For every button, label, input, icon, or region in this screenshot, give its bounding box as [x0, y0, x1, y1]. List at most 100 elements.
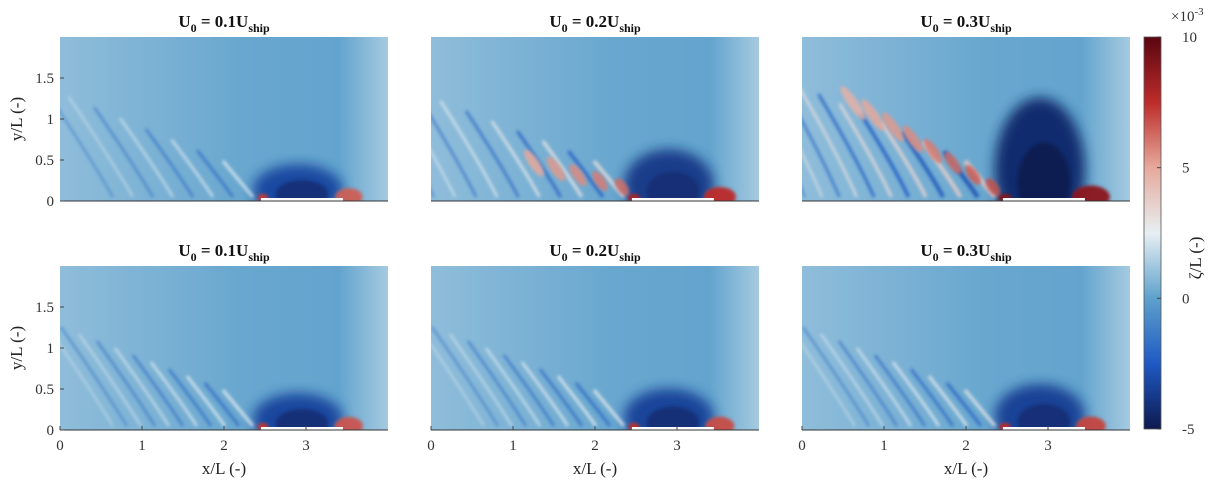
crest-blob — [923, 138, 943, 164]
crest-blob — [614, 178, 629, 196]
wave-streak — [891, 361, 940, 427]
panel-title: U0 = 0.1Uship — [178, 241, 270, 264]
wave-streak — [221, 160, 254, 198]
trough-core — [646, 406, 700, 430]
crest-blob — [965, 165, 981, 185]
wave-streak — [96, 340, 156, 427]
wave-streak — [60, 110, 114, 198]
wave-streak — [900, 131, 945, 198]
panel-title: U0 = 0.3Uship — [920, 12, 1012, 35]
x-tick-label: 1 — [138, 438, 146, 454]
wave-streak — [439, 100, 499, 198]
wave-streak — [820, 333, 884, 427]
wave-streak — [556, 375, 598, 427]
panel-title: U0 = 0.1Uship — [178, 12, 270, 35]
x-tick-label: 2 — [220, 438, 228, 454]
crest-blob — [985, 178, 1000, 196]
crest-blob — [840, 85, 866, 121]
panel-6: U0 = 0.3Uship 0 1 2 3 x/L (-) — [798, 241, 1130, 478]
heatmap-features — [431, 100, 736, 201]
hull — [260, 427, 343, 430]
colorbar-label: ζ/L (-) — [1186, 237, 1205, 280]
wave-streak — [203, 382, 241, 427]
crest-blob — [902, 125, 923, 153]
heatmap-features — [60, 96, 363, 201]
crest-blob — [944, 151, 962, 175]
wave-streak — [520, 361, 569, 427]
panel-1: U0 = 0.1Uship 0 0.5 1 1.5 y/L (-) — [7, 12, 388, 210]
wave-streak — [149, 361, 198, 427]
wave-streak — [838, 340, 898, 427]
x-tick-label: 3 — [302, 438, 310, 454]
x-axis-label: x/L (-) — [944, 459, 988, 478]
x-tick-label: 0 — [56, 438, 64, 454]
heatmap-field — [60, 266, 388, 430]
x-axis-label: x/L (-) — [202, 459, 246, 478]
wave-streak — [221, 389, 255, 427]
wave-streak — [873, 354, 926, 427]
bow-crest — [335, 188, 363, 201]
y-tick-label: 0.5 — [35, 153, 54, 169]
wave-streak — [485, 347, 541, 427]
panel-title: U0 = 0.2Uship — [549, 12, 641, 35]
wave-streak — [167, 368, 212, 427]
heatmap-field — [60, 37, 388, 201]
wave-streak — [802, 343, 856, 427]
colorbar-tick-label: 0 — [1182, 291, 1190, 307]
y-tick-label: 0.5 — [35, 382, 54, 398]
panel-2: U0 = 0.2Uship — [431, 12, 759, 202]
wave-streak — [909, 368, 955, 427]
crest-blob — [592, 171, 608, 191]
x-tick-label: 3 — [673, 438, 681, 454]
x-axis-label: x/L (-) — [573, 459, 617, 478]
heatmap-features — [802, 85, 1110, 201]
wave-streak — [516, 130, 562, 198]
x-tick-label: 0 — [427, 438, 435, 454]
wave-streak — [879, 121, 928, 198]
panels: U0 = 0.1Uship 0 0.5 1 1.5 y/L (-) U0 = 0.2Ushi… — [7, 12, 1130, 478]
panel-title: U0 = 0.3Uship — [920, 241, 1012, 264]
x-tick-label: 0 — [798, 438, 806, 454]
wave-streak — [802, 89, 858, 198]
wave-streak — [196, 149, 234, 198]
crest-blob — [861, 99, 885, 131]
hull — [260, 198, 343, 201]
y-tick-label: 1.5 — [35, 71, 54, 87]
panel-4: U0 = 0.1Uship 0 0.5 1 1.5 y/L (-) 0 1 2 3 x/L (-) — [7, 241, 388, 478]
x-tick-label: 2 — [962, 438, 970, 454]
wave-streak — [574, 382, 612, 427]
crest-blob — [569, 163, 587, 187]
crest-blob — [882, 112, 904, 142]
y-tick-label: 1.5 — [35, 300, 54, 316]
heatmap-features — [802, 326, 1106, 430]
hull — [631, 427, 714, 430]
crest-blob — [523, 149, 544, 177]
hull — [1002, 198, 1085, 201]
wave-streak — [802, 118, 841, 198]
panel-title: U0 = 0.2Uship — [549, 241, 641, 264]
heatmap-features — [431, 326, 735, 430]
y-tick-label: 0 — [47, 423, 55, 439]
colorbar-tick-label: 5 — [1182, 161, 1190, 177]
wave-streak — [945, 382, 983, 427]
wave-streak — [858, 112, 911, 198]
x-tick-label: 1 — [509, 438, 517, 454]
colorbar-gradient — [1143, 36, 1162, 430]
wave-streak — [431, 149, 456, 198]
wave-streak — [465, 110, 520, 198]
trough-core — [1017, 404, 1071, 430]
hull — [631, 198, 714, 201]
y-tick-label: 0 — [47, 194, 55, 210]
colorbar-tick-label: 10 — [1182, 30, 1197, 46]
x-tick-label: 3 — [1044, 438, 1052, 454]
trough-core — [646, 171, 700, 201]
trough-core — [1017, 142, 1071, 201]
wave-streak — [93, 106, 154, 198]
bow-crest — [1076, 416, 1106, 430]
colorbar-tick-label: -5 — [1182, 422, 1195, 438]
panel-3: U0 = 0.3Uship — [802, 12, 1130, 202]
wave-streak — [449, 333, 513, 427]
x-tick-label: 2 — [591, 438, 599, 454]
wave-streak — [78, 333, 142, 427]
wave-streak — [838, 102, 893, 198]
